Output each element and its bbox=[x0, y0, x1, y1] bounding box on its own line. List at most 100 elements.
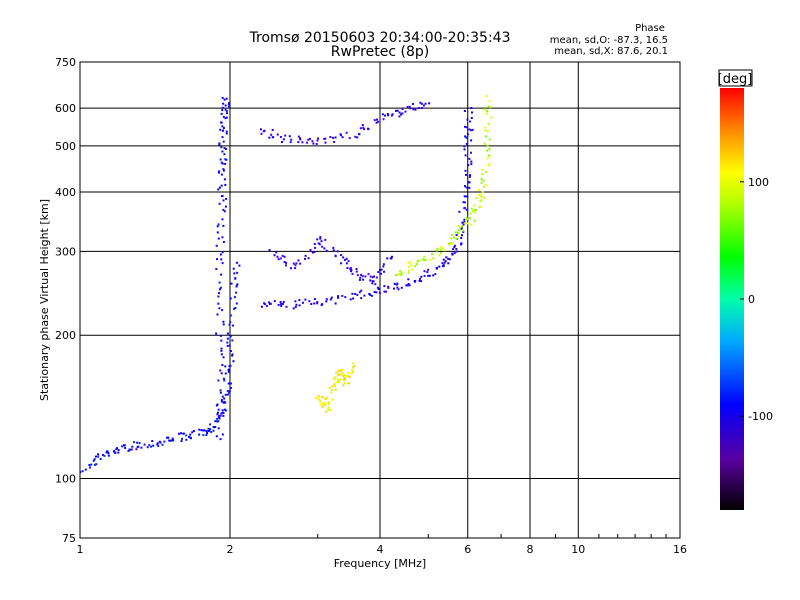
data-point bbox=[317, 242, 320, 245]
data-point bbox=[152, 444, 155, 447]
data-point bbox=[351, 272, 354, 275]
data-point bbox=[399, 271, 402, 274]
chart-title-line1: Tromsø 20150603 20:34:00-20:35:43 bbox=[249, 30, 511, 46]
data-point bbox=[229, 314, 232, 317]
data-point bbox=[479, 205, 481, 208]
data-point bbox=[329, 298, 332, 301]
data-point bbox=[473, 219, 476, 222]
data-point bbox=[224, 108, 227, 111]
data-point bbox=[485, 135, 487, 138]
data-point bbox=[260, 132, 263, 135]
data-point bbox=[161, 443, 164, 446]
data-point bbox=[285, 305, 288, 308]
data-point bbox=[163, 440, 166, 443]
data-point bbox=[458, 235, 460, 238]
data-point bbox=[185, 438, 188, 441]
data-point bbox=[461, 225, 464, 228]
data-point bbox=[316, 302, 319, 305]
data-point bbox=[325, 397, 327, 400]
data-point bbox=[360, 273, 363, 276]
data-point bbox=[463, 145, 466, 148]
data-point bbox=[226, 341, 229, 344]
data-point bbox=[215, 244, 218, 247]
data-point bbox=[216, 413, 219, 416]
data-point bbox=[445, 256, 448, 259]
data-point bbox=[214, 420, 217, 423]
data-point bbox=[375, 276, 378, 279]
data-point bbox=[182, 432, 185, 435]
data-point bbox=[453, 252, 456, 255]
data-point bbox=[421, 107, 423, 109]
data-point bbox=[313, 298, 316, 301]
data-point bbox=[217, 427, 220, 430]
data-point bbox=[268, 301, 271, 304]
data-point bbox=[396, 286, 399, 289]
data-point bbox=[408, 105, 411, 108]
data-point bbox=[259, 128, 262, 131]
data-point bbox=[216, 420, 219, 423]
data-point bbox=[221, 262, 224, 265]
data-point bbox=[219, 414, 222, 417]
data-point bbox=[352, 362, 355, 365]
plot-frame bbox=[79, 61, 681, 539]
data-point bbox=[358, 279, 361, 281]
data-point bbox=[210, 431, 213, 434]
data-point bbox=[454, 244, 456, 247]
data-point bbox=[385, 290, 387, 293]
data-point bbox=[395, 109, 397, 112]
data-point bbox=[216, 258, 218, 261]
data-point bbox=[337, 295, 340, 298]
data-point bbox=[389, 257, 392, 260]
data-point bbox=[324, 402, 327, 405]
data-point bbox=[480, 178, 483, 181]
data-point bbox=[330, 391, 333, 394]
data-point bbox=[97, 455, 100, 458]
data-point bbox=[227, 382, 230, 385]
data-point bbox=[320, 240, 323, 243]
data-point bbox=[380, 272, 382, 275]
data-point bbox=[443, 261, 446, 264]
data-point bbox=[378, 268, 381, 271]
data-point bbox=[411, 268, 414, 271]
data-point bbox=[373, 291, 376, 294]
data-point bbox=[268, 249, 271, 251]
data-point bbox=[221, 218, 224, 221]
data-point bbox=[420, 102, 423, 105]
data-point bbox=[260, 305, 263, 308]
data-point bbox=[178, 432, 180, 435]
data-point bbox=[457, 225, 460, 227]
data-point bbox=[220, 339, 223, 342]
data-point bbox=[223, 210, 226, 213]
data-points bbox=[80, 95, 493, 474]
data-point bbox=[400, 113, 403, 116]
data-point bbox=[404, 110, 407, 113]
data-point bbox=[224, 158, 227, 161]
data-point bbox=[225, 197, 228, 200]
data-point bbox=[345, 262, 348, 265]
data-point bbox=[138, 442, 141, 445]
data-point bbox=[80, 471, 82, 474]
data-point bbox=[218, 143, 221, 146]
data-point bbox=[463, 110, 466, 112]
data-point bbox=[419, 277, 421, 280]
data-point bbox=[234, 277, 237, 280]
data-point bbox=[374, 283, 377, 286]
data-point bbox=[468, 128, 471, 131]
data-point bbox=[458, 229, 460, 232]
data-point bbox=[420, 280, 423, 283]
data-point bbox=[324, 137, 327, 140]
data-point bbox=[318, 398, 320, 401]
data-point bbox=[229, 321, 232, 324]
data-point bbox=[290, 267, 292, 270]
data-point bbox=[348, 382, 350, 385]
chart-title-line2: RwPretec (8p) bbox=[331, 44, 429, 60]
data-point bbox=[181, 437, 183, 440]
data-point bbox=[427, 274, 430, 277]
data-point bbox=[198, 433, 201, 436]
data-point bbox=[225, 130, 228, 133]
data-point bbox=[488, 148, 491, 150]
data-point bbox=[375, 291, 378, 294]
data-point bbox=[218, 202, 221, 205]
data-point bbox=[358, 291, 361, 294]
data-point bbox=[222, 140, 225, 143]
